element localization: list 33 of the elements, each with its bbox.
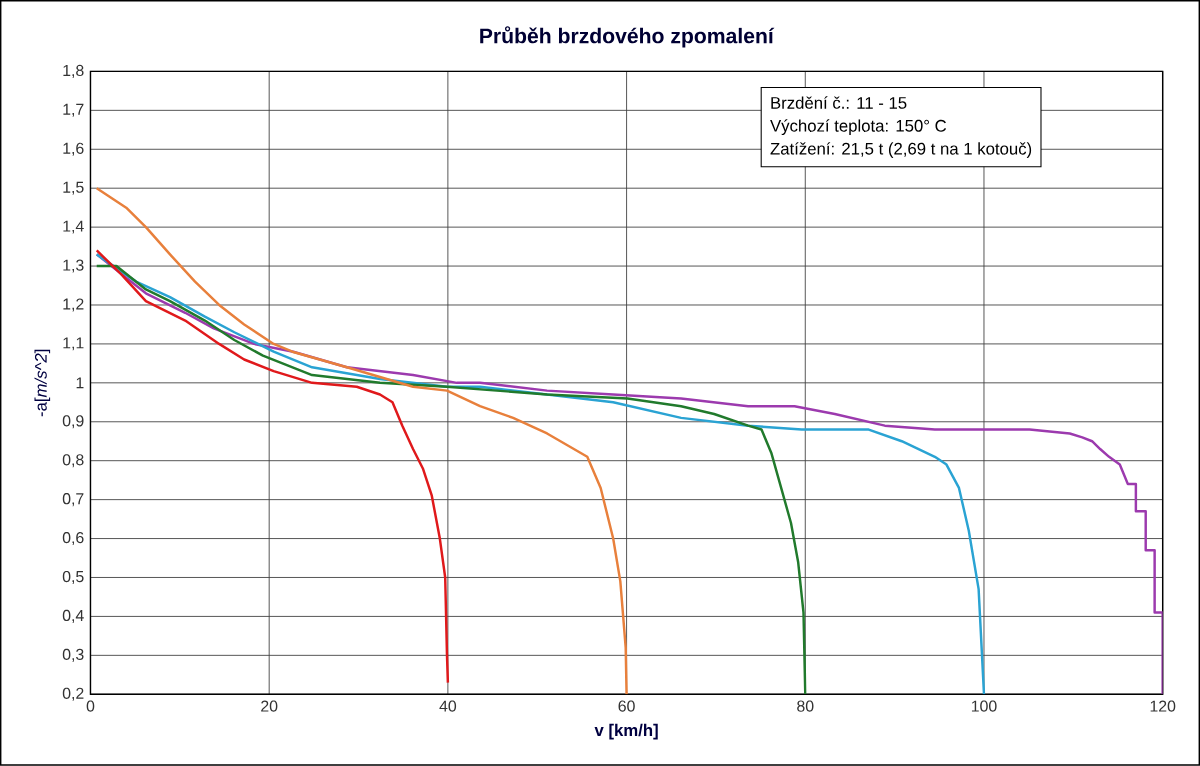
x-tick-label: 40 — [439, 700, 457, 712]
x-axis-title: v [km/h] — [594, 723, 658, 740]
y-tick-label: 0,5 — [62, 571, 84, 585]
x-tick-label: 80 — [797, 700, 814, 712]
line-series — [95, 249, 450, 684]
y-tick-label: 1,8 — [63, 65, 84, 79]
y-tick-label: 1,4 — [63, 220, 84, 234]
y-tick-label: 0,2 — [62, 687, 84, 701]
y-tick-label: 1,7 — [63, 104, 84, 117]
line-series — [95, 264, 807, 695]
y-axis-title: -a[m/s^2] — [34, 350, 51, 417]
x-tick-label: 100 — [971, 700, 997, 712]
y-tick-label: 0,7 — [62, 493, 84, 507]
y-tick-label: 1 — [76, 377, 84, 389]
y-tick-label: 1,1 — [63, 337, 84, 351]
y-tick-label: 0,3 — [62, 648, 84, 663]
y-tick-label: 0,8 — [62, 454, 84, 468]
annotation: Brzdění č.: 11 - 15 — [771, 96, 907, 109]
y-tick-label: 1,2 — [63, 298, 84, 312]
y-tick-label: 0,9 — [62, 415, 84, 429]
x-tick-label: 120 — [1150, 700, 1176, 712]
annotation: Výchozí teplota: 150° C — [770, 119, 947, 136]
chart-title: Průběh brzdového zpomalení — [480, 26, 775, 48]
y-tick-label: 1,3 — [63, 259, 84, 273]
line-series — [95, 187, 628, 695]
y-tick-label: 0,4 — [62, 610, 84, 624]
x-tick-label: 20 — [261, 700, 278, 712]
x-tick-label: 0 — [86, 700, 95, 712]
x-tick-label: 60 — [618, 700, 635, 712]
y-tick-label: 1,6 — [63, 142, 84, 156]
y-tick-label: 1,5 — [63, 181, 84, 195]
annotation: Zatížení: 21,5 t (2,69 t na 1 kotouč) — [770, 142, 1032, 159]
y-tick-label: 0,6 — [62, 532, 84, 546]
